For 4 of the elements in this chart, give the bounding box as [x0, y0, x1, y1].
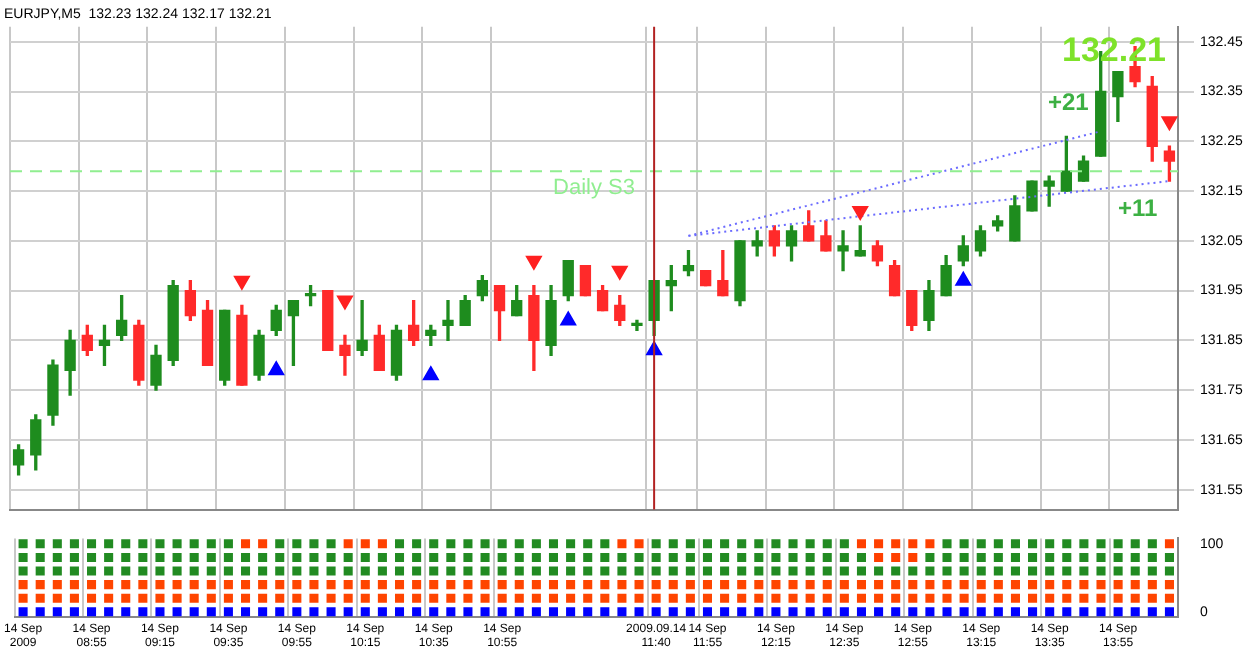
annotation: +21: [1047, 87, 1090, 116]
ref-line-label: Daily S3: [553, 176, 635, 201]
annotation: 132.21: [1062, 31, 1166, 70]
annotation: +11: [1118, 193, 1159, 222]
